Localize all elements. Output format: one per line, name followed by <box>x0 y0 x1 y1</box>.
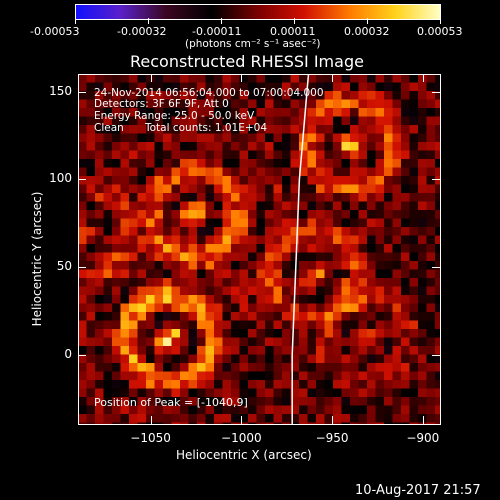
colorbar-tick <box>75 18 76 24</box>
observation-time: 24-Nov-2014 06:56:04.000 to 07:00:04.000 <box>94 87 324 99</box>
y-axis-tick <box>78 179 86 181</box>
colorbar-tick-label: -0.00053 <box>30 25 80 38</box>
x-tick-label: −900 <box>406 431 440 445</box>
x-tick-label: −1050 <box>130 431 171 445</box>
x-axis-tick <box>422 416 424 424</box>
x-axis-tick <box>332 74 334 82</box>
y-tick-label: 100 <box>49 171 72 186</box>
colorbar-units: (photons cm⁻² s⁻¹ asec⁻²) <box>185 38 321 50</box>
colorbar-tick <box>221 18 222 24</box>
total-counts: Total counts: 1.01E+04 <box>145 122 268 134</box>
colorbar-tick-label: -0.00011 <box>192 25 242 38</box>
y-tick-label: 0 <box>64 346 72 361</box>
x-axis-tick <box>332 416 334 424</box>
colorbar <box>75 4 441 20</box>
x-axis-tick <box>241 74 243 82</box>
colorbar-tick-label: 0.00053 <box>417 25 463 38</box>
y-tick-label: 150 <box>49 83 72 98</box>
solar-limb-line <box>291 74 310 425</box>
colorbar-tick <box>440 18 441 24</box>
x-tick-label: −950 <box>315 431 349 445</box>
plot-title: Reconstructed RHESSI Image <box>130 52 364 71</box>
y-axis-label: Heliocentric Y (arcsec) <box>30 191 44 327</box>
y-tick-label: 50 <box>56 259 72 274</box>
y-axis-tick <box>432 179 440 181</box>
y-axis-tick <box>78 267 86 269</box>
x-axis-tick <box>150 416 152 424</box>
rhessi-image-plot <box>78 74 441 425</box>
y-axis-tick <box>78 91 86 93</box>
colorbar-tick-label: 0.00011 <box>270 25 316 38</box>
y-axis-tick <box>432 354 440 356</box>
x-axis-label: Heliocentric X (arcsec) <box>176 448 312 462</box>
x-axis-tick <box>422 74 424 82</box>
x-axis-tick <box>150 74 152 82</box>
y-axis-tick <box>432 267 440 269</box>
detectors-info: Detectors: 3F 6F 9F, Att 0 <box>94 98 229 110</box>
colorbar-tick <box>367 18 368 24</box>
x-axis-tick <box>241 416 243 424</box>
y-axis-tick <box>432 91 440 93</box>
colorbar-tick-label: 0.00032 <box>344 25 390 38</box>
energy-range: Energy Range: 25.0 - 50.0 keV <box>94 110 255 122</box>
image-pixels <box>78 74 441 425</box>
algorithm-label: Clean <box>94 122 124 134</box>
peak-position: Position of Peak = [-1040,9] <box>94 396 248 409</box>
footer-date: 10-Aug-2017 21:57 <box>355 483 481 498</box>
colorbar-tick-label: -0.00032 <box>117 25 167 38</box>
colorbar-tick <box>148 18 149 24</box>
y-axis-tick <box>78 354 86 356</box>
colorbar-tick <box>294 18 295 24</box>
x-tick-label: −1000 <box>221 431 262 445</box>
